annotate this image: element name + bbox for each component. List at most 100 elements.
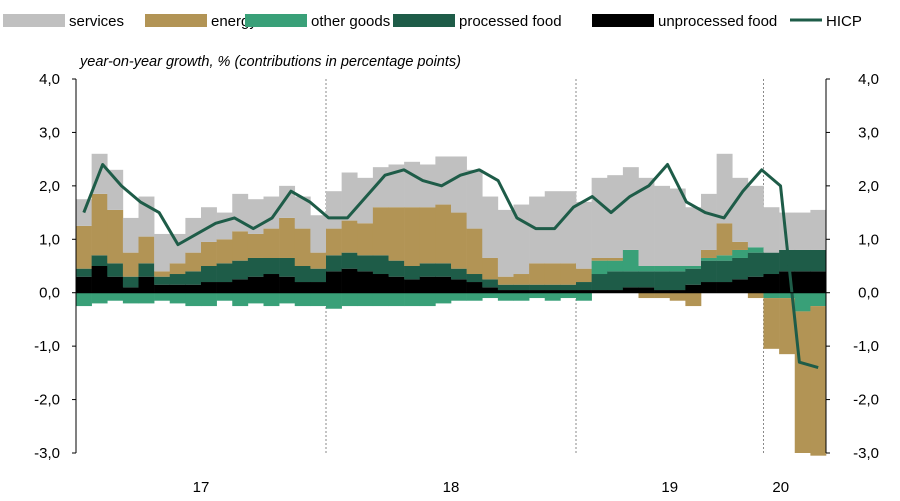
bar-segment-services	[341, 172, 358, 221]
bar-segment-processed-food	[607, 271, 624, 291]
bar-segment-unprocessed-food	[185, 284, 202, 293]
bar-segment-processed-food	[591, 274, 608, 291]
bar-segment-services	[404, 161, 421, 208]
y-tick-label-right: 3,0	[858, 124, 879, 141]
bar-segment-unprocessed-food	[591, 290, 608, 293]
bar-segment-other-goods	[388, 292, 405, 307]
bar-segment-services	[716, 153, 733, 224]
bar-segment-energy	[216, 239, 233, 264]
bar-segment-processed-food	[544, 284, 561, 291]
bar-segment-processed-food	[201, 266, 217, 283]
bar-segment-energy	[76, 225, 92, 269]
bar-segment-processed-food	[279, 257, 296, 277]
bar-segment-other-goods	[372, 292, 389, 307]
bar-segment-energy	[716, 223, 733, 256]
bar-segment-services	[685, 207, 702, 266]
bar-segment-processed-food	[388, 260, 405, 277]
y-tick-label-right: -1,0	[853, 338, 879, 355]
y-tick-label-left: -1,0	[34, 338, 60, 355]
bar-segment-energy	[294, 228, 311, 266]
bar-segment-energy	[185, 252, 202, 272]
legend-item-energy: energy	[145, 13, 257, 30]
bar-segment-other-goods	[607, 260, 624, 272]
x-axis-labels: 17 18 19 20	[193, 479, 789, 496]
bar-segment-other-goods	[263, 292, 280, 307]
y-tick-label-left: 2,0	[39, 178, 60, 195]
bar-segment-energy	[482, 257, 499, 280]
bar-segment-unprocessed-food	[622, 287, 639, 293]
bar-segment-other-goods	[466, 292, 483, 301]
bar-segment-processed-food	[576, 282, 592, 291]
bar-segment-other-goods	[763, 292, 780, 299]
legend-item-HICP: HICP	[790, 13, 862, 30]
bar-segment-services	[747, 185, 764, 248]
bar-segment-other-goods	[404, 292, 421, 307]
y-tick-label-left: -3,0	[34, 445, 60, 462]
legend: services energy other goods processed food u…	[3, 13, 862, 30]
bar-segment-other-goods	[747, 247, 764, 253]
legend-swatch-processed-food	[393, 14, 455, 27]
bar-segment-services	[279, 185, 296, 218]
bar-segment-services	[794, 212, 811, 250]
bar-segment-unprocessed-food	[138, 276, 155, 293]
bar-segment-other-goods	[654, 266, 671, 272]
bar-segment-unprocessed-food	[357, 271, 374, 293]
bar-segment-energy	[747, 292, 764, 299]
x-tick-label: 17	[193, 479, 210, 496]
bar-segment-unprocessed-food	[497, 290, 514, 293]
bar-segment-services	[497, 209, 514, 277]
bar-segment-unprocessed-food	[654, 290, 671, 293]
bar-segment-processed-food	[482, 279, 499, 288]
bar-segment-other-goods	[279, 292, 296, 304]
bar-segment-other-goods	[169, 292, 186, 304]
bar-segment-unprocessed-food	[326, 271, 342, 293]
bar-segment-energy	[638, 292, 655, 299]
bar-segment-services	[701, 193, 717, 250]
bar-segment-other-goods	[107, 292, 124, 301]
legend-swatch-services	[3, 14, 65, 27]
bar-segment-processed-food	[372, 255, 389, 275]
bar-segment-services	[216, 212, 233, 240]
y-tick-label-right: 2,0	[858, 178, 879, 195]
bar-segment-services	[732, 177, 749, 242]
bar-segment-services	[326, 191, 342, 229]
bar-segment-energy	[451, 212, 467, 269]
bar-segment-energy	[357, 223, 374, 256]
bar-segment-energy	[404, 207, 421, 266]
bar-segment-services	[154, 233, 171, 272]
bar-segment-unprocessed-food	[544, 290, 561, 293]
bar-segment-processed-food	[466, 274, 483, 283]
bar-segment-energy	[513, 274, 530, 285]
bar-segment-other-goods	[76, 292, 92, 307]
bar-segment-processed-food	[763, 252, 780, 275]
bar-segment-other-goods	[685, 266, 702, 269]
bar-segment-other-goods	[185, 292, 202, 307]
bar-segment-services	[107, 169, 124, 210]
bar-segment-unprocessed-food	[122, 287, 139, 293]
y-tick-label-left: 3,0	[39, 124, 60, 141]
bar-segment-energy	[435, 204, 452, 264]
bar-segment-services	[763, 207, 780, 253]
bar-segment-energy	[372, 207, 389, 256]
bar-segment-processed-food	[716, 260, 733, 283]
bar-segment-processed-food	[701, 260, 717, 283]
bar-segment-energy	[779, 298, 796, 355]
bar-segment-unprocessed-food	[341, 268, 358, 293]
bar-segment-other-goods	[138, 292, 155, 304]
bar-segment-other-goods	[669, 266, 686, 272]
bar-segment-processed-food	[622, 271, 639, 288]
bar-segment-processed-food	[654, 271, 671, 291]
bar-segment-other-goods	[247, 292, 264, 304]
bar-segment-unprocessed-food	[91, 266, 108, 293]
bar-segment-other-goods	[560, 292, 577, 299]
bar-segment-other-goods	[638, 266, 655, 272]
bar-segment-unprocessed-food	[669, 290, 686, 293]
bar-segment-services	[591, 177, 608, 258]
bar-segment-unprocessed-food	[794, 271, 811, 293]
bar-segment-processed-food	[732, 257, 749, 280]
bar-segment-other-goods	[779, 292, 796, 299]
bar-segment-energy	[701, 249, 717, 258]
bar-segment-unprocessed-food	[685, 284, 702, 293]
bar-segment-energy	[326, 228, 342, 256]
